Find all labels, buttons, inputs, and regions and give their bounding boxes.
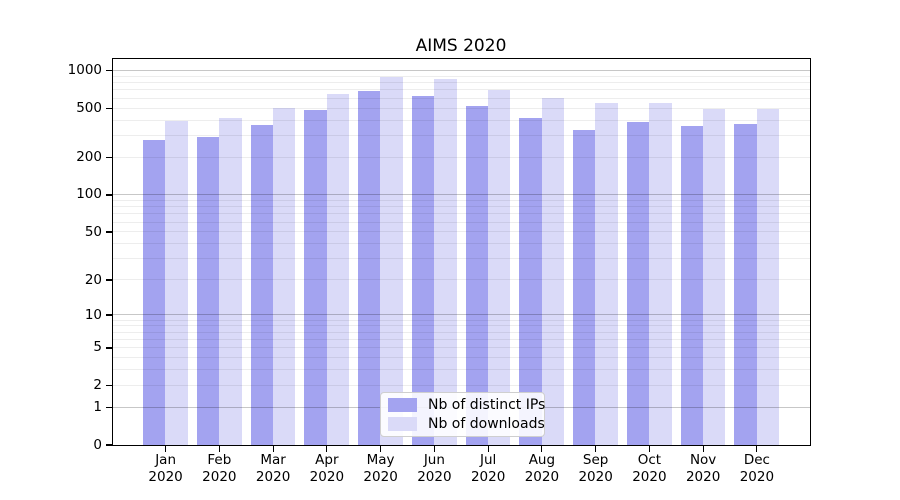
bar-downloads-oct — [649, 103, 672, 445]
bar-downloads-feb — [219, 118, 242, 445]
bar-distinct-ips-nov — [680, 125, 703, 445]
y-tick-mark — [106, 70, 114, 72]
x-tick-label-aug: Aug 2020 — [524, 452, 560, 485]
x-tick-mark — [165, 446, 167, 452]
y-tick-label: 1000 — [67, 62, 102, 79]
y-tick-mark — [106, 231, 114, 233]
y-tick-mark — [106, 314, 114, 316]
x-tick-label-sep: Sep 2020 — [578, 452, 613, 485]
y-tick-label: 10 — [84, 306, 102, 323]
y-tick-mark — [106, 194, 114, 196]
x-tick-label-apr: Apr 2020 — [309, 452, 345, 485]
chart-title: AIMS 2020 — [415, 36, 507, 56]
x-tick-mark — [487, 446, 489, 452]
x-tick-mark — [595, 446, 597, 452]
legend-item-distinct-ips: Nb of distinct IPs — [388, 396, 546, 413]
x-tick-label-oct: Oct 2020 — [632, 452, 667, 485]
x-tick-label-mar: Mar 2020 — [255, 452, 291, 485]
bar-downloads-aug — [541, 98, 565, 445]
y-tick-label: 0 — [93, 436, 102, 453]
y-tick-label: 20 — [84, 271, 102, 288]
x-tick-mark — [433, 446, 435, 452]
legend-swatch-distinct-ips — [388, 398, 417, 412]
y-tick-mark — [106, 157, 114, 159]
bar-distinct-ips-dec — [734, 124, 757, 445]
y-tick-mark — [106, 347, 114, 349]
bar-distinct-ips-may — [358, 91, 381, 445]
bar-downloads-jul — [487, 89, 511, 445]
x-tick-mark — [272, 446, 274, 452]
bar-distinct-ips-aug — [519, 118, 542, 445]
bar-downloads-jun — [434, 78, 457, 445]
y-tick-label: 5 — [93, 339, 102, 356]
bar-downloads-nov — [702, 109, 726, 445]
legend-label-distinct-ips: Nb of distinct IPs — [428, 396, 546, 413]
plot-area — [111, 57, 812, 447]
bar-downloads-dec — [756, 109, 780, 445]
y-tick-mark — [106, 384, 114, 387]
bar-distinct-ips-jun — [411, 96, 435, 445]
bar-downloads-sep — [595, 103, 618, 445]
bar-distinct-ips-sep — [573, 129, 596, 445]
bar-downloads-apr — [326, 94, 350, 445]
bars-layer — [113, 59, 810, 445]
bar-downloads-may — [380, 77, 403, 445]
x-tick-mark — [756, 446, 758, 452]
y-tick-label: 200 — [76, 149, 102, 166]
x-tick-mark — [541, 446, 543, 452]
bar-distinct-ips-jul — [465, 106, 488, 445]
x-tick-mark — [702, 446, 704, 452]
bar-distinct-ips-apr — [304, 109, 327, 445]
y-tick-label: 100 — [76, 186, 102, 203]
legend: Nb of distinct IPs Nb of downloads — [380, 392, 545, 437]
y-tick-label: 1 — [93, 398, 102, 415]
x-tick-label-dec: Dec 2020 — [739, 452, 775, 485]
y-tick-mark — [106, 406, 114, 409]
x-tick-label-may: May 2020 — [363, 452, 398, 485]
bar-distinct-ips-feb — [196, 137, 220, 445]
bar-downloads-jan — [165, 121, 188, 445]
y-tick-label: 500 — [76, 99, 102, 116]
bar-downloads-mar — [272, 108, 296, 445]
bar-distinct-ips-jan — [142, 140, 166, 445]
x-tick-mark — [326, 446, 328, 452]
y-tick-label: 2 — [93, 376, 102, 393]
legend-label-downloads: Nb of downloads — [428, 416, 545, 433]
bar-distinct-ips-oct — [626, 122, 650, 445]
bar-distinct-ips-mar — [250, 125, 273, 445]
x-tick-label-nov: Nov 2020 — [685, 452, 721, 485]
y-tick-mark — [106, 279, 114, 281]
x-tick-mark — [218, 446, 220, 452]
x-tick-label-feb: Feb 2020 — [202, 452, 237, 485]
legend-item-downloads: Nb of downloads — [388, 416, 545, 433]
x-tick-mark — [648, 446, 650, 452]
x-tick-mark — [380, 446, 382, 452]
x-tick-label-jun: Jun 2020 — [417, 452, 452, 485]
legend-swatch-downloads — [388, 417, 417, 431]
y-tick-mark — [106, 444, 114, 446]
y-tick-label: 50 — [84, 223, 102, 240]
y-tick-mark — [106, 107, 114, 109]
x-tick-label-jan: Jan 2020 — [148, 452, 183, 485]
x-tick-label-jul: Jul 2020 — [470, 452, 506, 485]
